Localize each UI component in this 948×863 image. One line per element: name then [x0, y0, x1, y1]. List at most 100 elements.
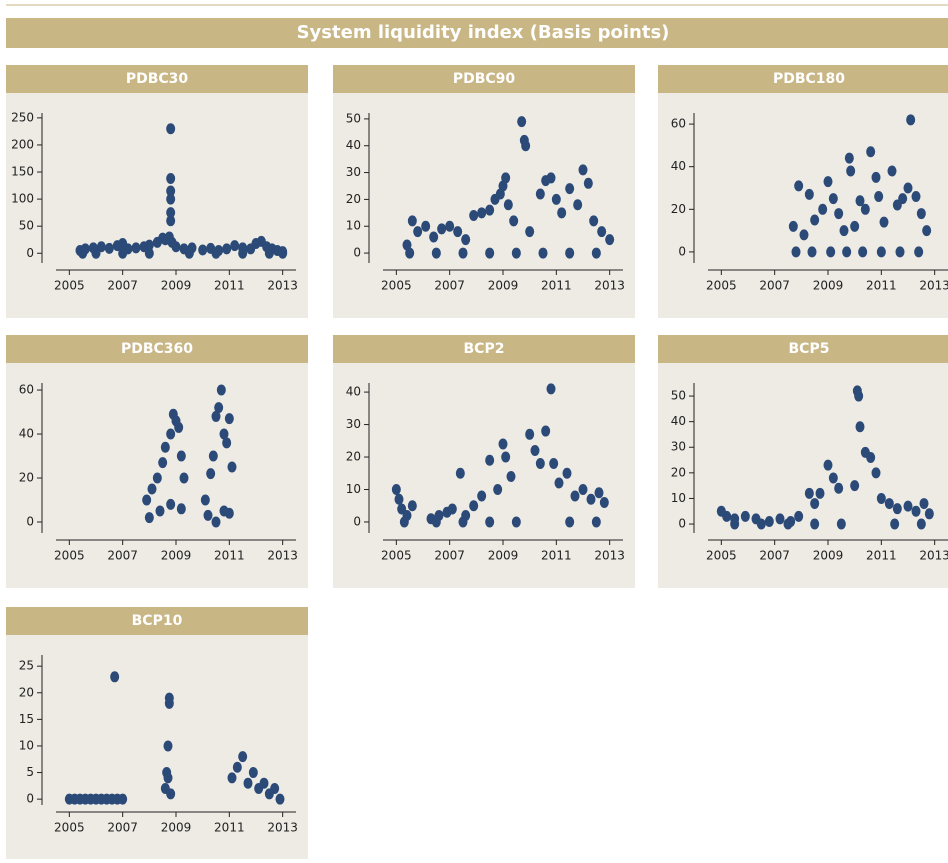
- x-tick-label: 2007: [759, 549, 790, 563]
- point: [131, 242, 141, 254]
- point: [118, 247, 128, 259]
- point: [248, 767, 258, 779]
- point: [922, 225, 932, 237]
- point: [919, 498, 929, 510]
- point: [501, 451, 511, 463]
- point: [589, 215, 599, 227]
- panel-title: BCP2: [464, 341, 505, 357]
- point: [230, 240, 240, 252]
- y-tick-label: 40: [346, 385, 361, 399]
- point: [557, 207, 567, 219]
- y-tick-label: 10: [19, 738, 34, 752]
- x-tick-label: 2011: [214, 549, 245, 563]
- point: [413, 226, 423, 238]
- x-tick-label: 2009: [488, 279, 519, 293]
- point: [586, 493, 596, 505]
- point: [839, 225, 849, 237]
- point: [525, 428, 535, 440]
- point: [578, 164, 588, 176]
- x-tick-label: 2005: [706, 279, 737, 293]
- point: [903, 182, 913, 194]
- y-tick-label: 50: [671, 389, 686, 403]
- panel-title: BCP10: [132, 613, 183, 629]
- x-tick-label: 2005: [54, 279, 85, 293]
- point: [914, 246, 924, 258]
- x-tick-label: 2005: [706, 549, 737, 563]
- point: [232, 761, 242, 773]
- y-tick-label: 60: [671, 117, 686, 131]
- point: [565, 247, 575, 259]
- point: [730, 518, 740, 530]
- point: [144, 512, 154, 524]
- panel-header: [6, 607, 308, 635]
- panel-background: [658, 93, 948, 318]
- point: [549, 458, 559, 470]
- point: [166, 215, 176, 227]
- point: [399, 516, 409, 528]
- point: [200, 494, 210, 506]
- point: [179, 472, 189, 484]
- point: [144, 239, 154, 251]
- point: [503, 199, 513, 211]
- point: [78, 247, 88, 259]
- point: [445, 220, 455, 232]
- point: [521, 140, 531, 152]
- panel-background: [333, 363, 635, 588]
- point: [501, 172, 511, 184]
- point: [278, 247, 288, 259]
- point: [407, 500, 417, 512]
- y-tick-label: 0: [678, 517, 686, 531]
- panel-background: [6, 635, 308, 860]
- panel-header: [6, 335, 308, 363]
- point: [826, 246, 836, 258]
- point: [493, 483, 503, 495]
- point: [431, 516, 441, 528]
- point: [866, 451, 876, 463]
- x-tick-label: 2013: [919, 549, 948, 563]
- point: [455, 467, 465, 479]
- point: [270, 783, 280, 795]
- y-tick-label: 40: [671, 159, 686, 173]
- x-tick-label: 2013: [267, 549, 298, 563]
- point: [158, 457, 168, 469]
- x-tick-label: 2007: [434, 549, 465, 563]
- panel-title: BCP5: [789, 341, 830, 357]
- point: [498, 438, 508, 450]
- panel-title: PDBC30: [126, 71, 189, 87]
- point: [511, 247, 521, 259]
- point: [842, 246, 852, 258]
- y-tick-label: 250: [11, 110, 34, 124]
- y-tick-label: 10: [346, 482, 361, 496]
- point: [810, 498, 820, 510]
- point: [846, 165, 856, 177]
- point: [163, 772, 173, 784]
- point: [578, 483, 588, 495]
- point: [166, 185, 176, 197]
- point: [163, 740, 173, 752]
- point: [176, 503, 186, 515]
- y-tick-label: 10: [671, 491, 686, 505]
- point: [144, 247, 154, 259]
- point: [166, 173, 176, 185]
- x-tick-label: 2013: [594, 279, 625, 293]
- point: [469, 210, 479, 222]
- point: [477, 207, 487, 219]
- point: [871, 467, 881, 479]
- y-tick-label: 20: [671, 202, 686, 216]
- point: [804, 487, 814, 499]
- point: [458, 516, 468, 528]
- point: [110, 671, 120, 683]
- point: [874, 191, 884, 203]
- point: [551, 193, 561, 205]
- point: [895, 246, 905, 258]
- y-tick-label: 15: [19, 712, 34, 726]
- point: [184, 247, 194, 259]
- x-tick-label: 2005: [54, 549, 85, 563]
- point: [871, 171, 881, 183]
- point: [431, 247, 441, 259]
- point: [227, 461, 237, 473]
- point: [834, 208, 844, 220]
- point: [823, 459, 833, 471]
- x-tick-label: 2013: [594, 549, 625, 563]
- y-tick-label: 30: [671, 440, 686, 454]
